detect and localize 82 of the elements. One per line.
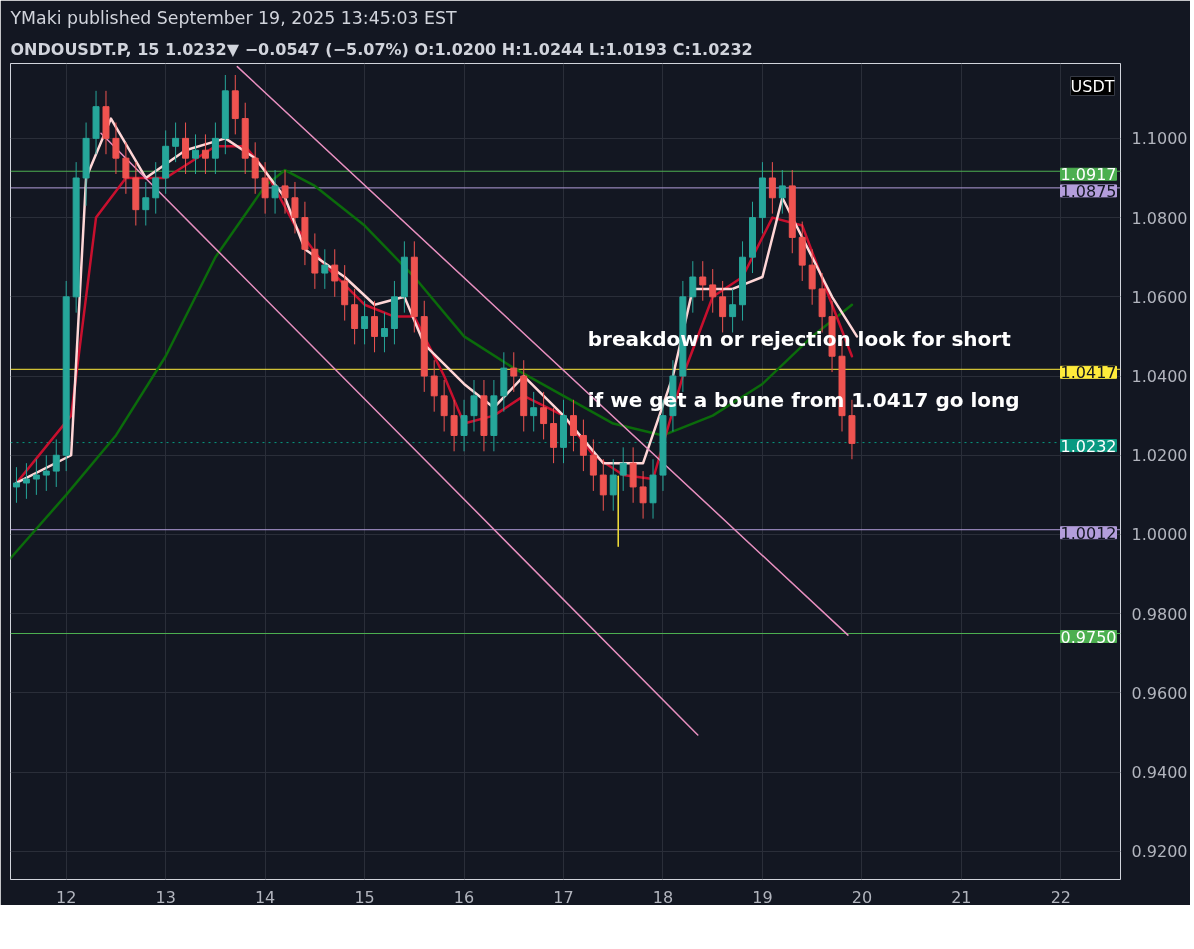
x-tick-label: 19 [752,887,773,907]
candlestick [550,407,558,464]
candlestick [251,141,259,195]
candlestick [639,470,647,520]
candlestick [589,438,597,492]
candlestick [380,312,388,353]
candlestick [311,232,319,290]
x-tick-label: 14 [254,887,276,907]
candlestick [281,169,289,215]
y-tick-label: 1.0400 [1131,367,1188,387]
candlestick [12,466,20,504]
candlestick [709,268,717,314]
candlestick [201,133,209,175]
x-tick-label: 21 [951,887,972,907]
candlestick [172,122,180,163]
x-tick-label: 18 [652,887,674,907]
candlestick [629,446,637,504]
y-tick-label: 1.0000 [1131,525,1188,545]
ref-line-label: 1.0012 [1060,523,1117,543]
candlestick [122,141,130,195]
candlestick [719,280,727,333]
candlestick [192,133,199,175]
candlestick [331,248,339,298]
candlestick [261,161,269,215]
candlestick [510,351,518,393]
candlestick [371,300,379,353]
y-tick-label: 0.9200 [1131,842,1188,862]
ref-line-label: 1.0875 [1060,181,1117,201]
ref-line-label: 1.0232 [1060,436,1117,456]
candlestick [361,300,369,345]
x-tick-label: 20 [851,887,873,907]
y-tick-label: 1.0800 [1131,208,1188,228]
candlestick [42,454,50,492]
y-tick-label: 1.1000 [1131,129,1188,149]
y-tick-label: 1.0200 [1131,446,1188,466]
candlestick [569,399,577,452]
x-tick-label: 17 [553,887,574,907]
candlestick [341,264,349,322]
x-tick-label: 15 [354,887,375,907]
y-tick-label: 1.0600 [1131,287,1188,307]
candlestick [778,169,786,215]
ref-line-label: 1.0417 [1060,363,1117,383]
candlestick [152,161,160,215]
y-tick-label: 0.9600 [1131,683,1188,703]
candlestick [430,359,438,413]
candlestick [470,379,478,432]
candlestick [32,458,40,496]
candlestick [768,161,776,215]
candlestick [440,379,448,432]
x-tick-label: 22 [1050,887,1071,907]
chart-subtitle: ONDOUSDT.P, 15 1.0232▼ −0.0547 (−5.07%) O:1.0200 H:1.0244 L:1.0193 C:1.0232 [10,39,753,59]
candlestick [808,248,816,306]
x-tick-label: 12 [56,887,77,907]
ref-line-label: 0.9750 [1060,627,1117,647]
candlestick [182,122,190,175]
candlestick [729,288,737,333]
candlestick [52,438,60,488]
candlestick [351,288,359,345]
candlestick [211,122,219,175]
candlestick [609,458,617,512]
y-axis-title: USDT [1070,76,1115,96]
candlestick [450,399,458,452]
candlestick [291,181,299,234]
candlestick [112,122,120,175]
y-tick-label: 0.9400 [1131,763,1188,783]
candlestick [619,446,627,492]
candlestick [579,419,587,472]
candlestick [699,260,707,302]
candlestick [530,391,538,432]
x-tick-label: 16 [453,887,475,907]
candlestick [271,169,279,215]
candlestick [599,458,607,512]
chart-title: YMaki published September 19, 2025 13:45:03 EST [9,7,458,28]
candlestick [142,181,150,227]
candlestick [689,260,697,314]
y-tick-label: 0.9800 [1131,604,1188,624]
candlestick [540,391,548,440]
candlestick [460,399,468,452]
candlestick [22,462,30,500]
x-tick-label: 13 [155,887,176,907]
candlestick [321,248,329,290]
line-series [10,168,854,560]
